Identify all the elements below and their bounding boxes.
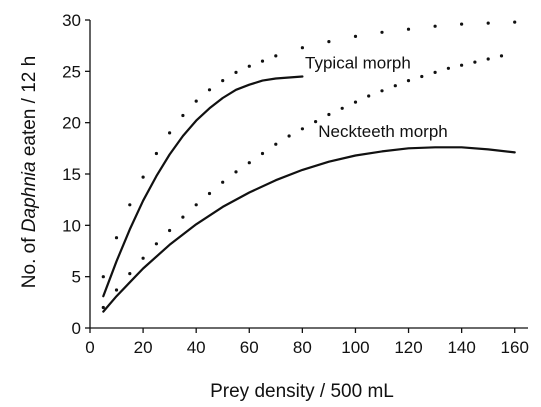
data-point bbox=[207, 191, 212, 196]
data-point bbox=[300, 127, 304, 131]
data-point bbox=[327, 40, 331, 44]
data-point bbox=[260, 151, 265, 156]
series-line-1 bbox=[102, 75, 304, 298]
data-point bbox=[287, 134, 291, 138]
data-point bbox=[141, 175, 145, 179]
data-point bbox=[406, 79, 411, 83]
series-annotation-2: Neckteeth morph bbox=[318, 122, 447, 141]
y-axis-title-part-2: Daphnia bbox=[19, 161, 40, 232]
data-point bbox=[460, 22, 464, 26]
x-tick-label: 20 bbox=[134, 338, 153, 357]
data-point bbox=[446, 66, 450, 70]
data-point bbox=[247, 64, 251, 68]
data-point bbox=[473, 60, 477, 64]
series-layer bbox=[101, 20, 517, 313]
data-point bbox=[486, 21, 490, 25]
data-point bbox=[513, 20, 517, 24]
data-point bbox=[367, 94, 371, 98]
data-point bbox=[380, 89, 384, 93]
x-tick-label: 0 bbox=[85, 338, 94, 357]
y-tick-label: 5 bbox=[72, 268, 81, 287]
data-point bbox=[314, 120, 318, 124]
data-point bbox=[234, 170, 238, 174]
data-point bbox=[128, 203, 132, 207]
x-tick-label: 140 bbox=[447, 338, 475, 357]
y-tick-label: 10 bbox=[62, 216, 81, 235]
series-line-3 bbox=[102, 146, 516, 313]
x-axis-title: Prey density / 500 mL bbox=[210, 381, 394, 402]
data-point bbox=[128, 272, 132, 276]
y-tick-label: 25 bbox=[62, 62, 81, 81]
data-point bbox=[433, 70, 437, 74]
data-point bbox=[353, 100, 358, 104]
y-tick-label: 0 bbox=[72, 319, 81, 338]
x-tick-label: 100 bbox=[341, 338, 369, 357]
data-point bbox=[234, 70, 238, 74]
data-point bbox=[274, 142, 278, 146]
data-point bbox=[274, 54, 278, 58]
data-point bbox=[260, 59, 265, 63]
data-point bbox=[393, 84, 397, 88]
data-point bbox=[101, 305, 105, 310]
data-point bbox=[300, 46, 304, 50]
data-point bbox=[168, 131, 172, 135]
series-annotation-1: Typical morph bbox=[305, 53, 411, 72]
data-point bbox=[194, 203, 198, 207]
data-point bbox=[141, 256, 145, 260]
data-point bbox=[340, 106, 344, 110]
data-point bbox=[114, 288, 119, 292]
data-point bbox=[420, 74, 424, 79]
data-point bbox=[221, 79, 225, 83]
data-point bbox=[433, 24, 437, 28]
data-point bbox=[181, 113, 185, 118]
data-point bbox=[101, 275, 105, 279]
x-tick-label: 80 bbox=[293, 338, 312, 357]
y-tick-label: 30 bbox=[62, 11, 81, 30]
data-point bbox=[168, 228, 172, 233]
x-tick-label: 40 bbox=[187, 338, 206, 357]
y-axis-title-part-3: eaten / 12 h bbox=[19, 56, 40, 162]
data-point bbox=[247, 161, 251, 165]
data-point bbox=[380, 30, 384, 34]
data-point bbox=[194, 99, 198, 103]
data-point bbox=[460, 63, 464, 67]
ticks: 0 5 10 15 20 25 30 0 20 40 60 80 100 120 140 160 bbox=[62, 11, 529, 357]
x-tick-label: 120 bbox=[394, 338, 422, 357]
data-point bbox=[154, 151, 158, 156]
data-point bbox=[221, 180, 225, 184]
data-point bbox=[154, 242, 158, 246]
data-point bbox=[499, 54, 504, 58]
data-point bbox=[327, 112, 331, 117]
y-tick-label: 15 bbox=[62, 165, 81, 184]
data-point bbox=[353, 34, 358, 39]
y-tick-label: 20 bbox=[62, 114, 81, 133]
y-axis-title: No. of Daphnia eaten / 12 h bbox=[19, 56, 40, 288]
labels: Typical morph Neckteeth morph bbox=[305, 53, 448, 141]
data-point bbox=[181, 215, 185, 219]
y-axis-title-part-1: No. of bbox=[19, 232, 40, 288]
data-point bbox=[114, 236, 119, 240]
x-tick-label: 60 bbox=[240, 338, 259, 357]
data-point bbox=[207, 88, 212, 92]
x-tick-label: 160 bbox=[501, 338, 529, 357]
data-point bbox=[486, 57, 490, 61]
data-point bbox=[406, 27, 411, 31]
